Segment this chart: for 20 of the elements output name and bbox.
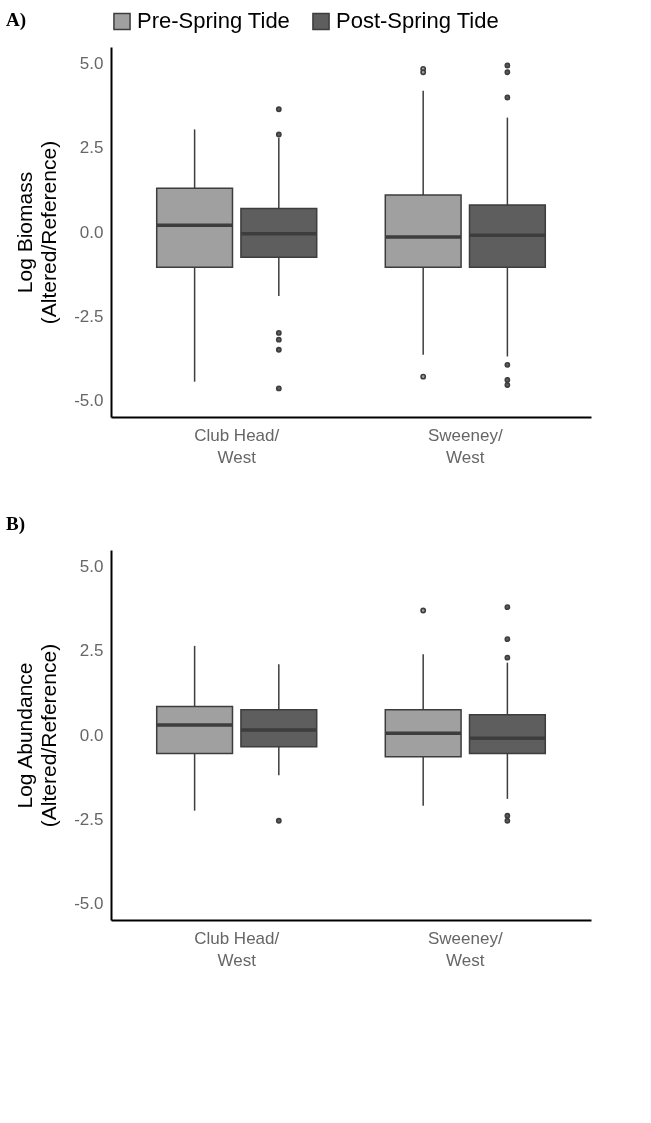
- y-tick-label: -5.0: [74, 390, 104, 410]
- x-tick-label: Sweeney/ West: [427, 425, 503, 467]
- y-tick-label: 0.0: [79, 725, 104, 745]
- legend-label: Post-Spring Tide: [336, 8, 499, 34]
- legend-label: Pre-Spring Tide: [137, 8, 290, 34]
- y-tick-label: 2.5: [79, 641, 104, 661]
- chart-title: A): [6, 9, 27, 31]
- y-tick-label: -2.5: [74, 809, 104, 829]
- y-tick-label: -2.5: [74, 306, 104, 326]
- y-axis-title: Log Biomass (Altered/Reference): [13, 140, 61, 325]
- y-tick-label: 0.0: [79, 222, 104, 242]
- x-tick-label: Club Head/ West: [194, 928, 280, 970]
- y-axis-title: Log Abundance (Altered/Reference): [13, 643, 61, 828]
- y-tick-label: 2.5: [79, 138, 104, 158]
- y-tick-label: -5.0: [74, 893, 104, 913]
- chart-title: B): [6, 513, 25, 535]
- x-tick-label: Club Head/ West: [194, 425, 280, 467]
- y-tick-label: 5.0: [79, 54, 104, 74]
- y-tick-label: 5.0: [79, 557, 104, 577]
- x-tick-label: Sweeney/ West: [427, 928, 503, 970]
